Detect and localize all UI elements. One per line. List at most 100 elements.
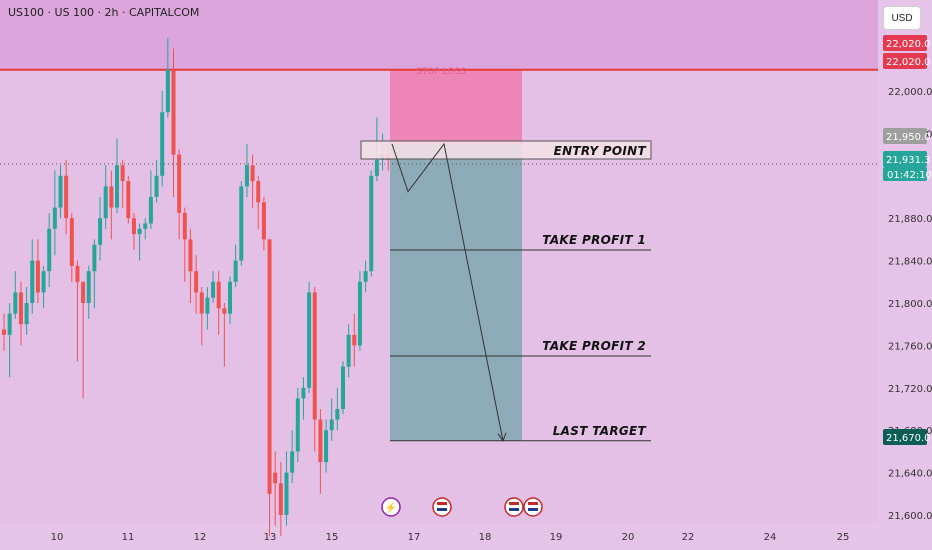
candle-body xyxy=(18,292,23,325)
last-target-label: LAST TARGET xyxy=(553,424,647,438)
us-flag-field xyxy=(528,508,538,511)
candle-body xyxy=(374,159,379,176)
y-tick-label: 21,720.0 xyxy=(888,384,932,395)
x-tick-label: 15 xyxy=(326,532,339,543)
candle-body xyxy=(290,451,295,473)
candle-body xyxy=(324,430,329,462)
x-tick-label: 18 xyxy=(479,532,492,543)
x-tick-label: 11 xyxy=(122,532,135,543)
candle-body xyxy=(312,292,317,420)
price-tag xyxy=(883,128,927,144)
x-tick-label: 25 xyxy=(837,532,850,543)
candle-body xyxy=(273,472,278,484)
candle-body xyxy=(284,472,289,515)
us-flag-field xyxy=(437,508,447,511)
candle-body xyxy=(256,181,261,203)
lightning-event-glyph: ⚡ xyxy=(385,501,397,514)
candle-body xyxy=(177,154,182,213)
candle-body xyxy=(86,271,91,303)
take-profit-1-label: TAKE PROFIT 1 xyxy=(542,233,646,247)
price-tag-label: 21,950.0 xyxy=(886,132,931,143)
candle-body xyxy=(307,292,312,388)
candle-body xyxy=(143,223,148,229)
x-tick-label: 22 xyxy=(682,532,695,543)
stop-loss-zone xyxy=(390,69,522,144)
y-tick-label: 22,000.0 xyxy=(888,87,932,98)
x-tick-label: 20 xyxy=(622,532,635,543)
candle-body xyxy=(35,260,40,293)
us-flag-field xyxy=(509,508,519,511)
candle-body xyxy=(329,419,334,431)
x-tick-label: 19 xyxy=(550,532,563,543)
candle-body xyxy=(103,186,108,219)
candle-body xyxy=(30,260,35,303)
candle-body xyxy=(171,69,176,155)
price-tag-label: 22,020.0 xyxy=(886,39,931,50)
candle-body xyxy=(278,483,283,515)
us-flag-stripe xyxy=(528,502,538,505)
candle-body xyxy=(267,239,272,494)
candle-body xyxy=(137,228,142,235)
entry-point-box xyxy=(360,140,652,160)
candle-body xyxy=(165,69,170,113)
price-tag xyxy=(883,151,927,167)
price-tag-label: 21,931.3 xyxy=(886,155,931,166)
y-tick-label: 21,880.0 xyxy=(888,214,932,225)
candle-body xyxy=(115,165,119,208)
candle-body xyxy=(52,207,57,229)
us-flag-stripe xyxy=(437,502,447,505)
x-tick-label: 10 xyxy=(51,532,64,543)
take-profit-zone xyxy=(390,144,522,441)
currency-button[interactable]: USD xyxy=(883,6,921,30)
upper-zone-band xyxy=(0,0,878,70)
candle-body xyxy=(148,197,153,224)
candle-body xyxy=(301,387,306,399)
candle-body xyxy=(120,165,125,182)
us-flag-event-icon xyxy=(432,497,452,517)
candle-body xyxy=(341,366,345,409)
price-tag-label: 22,020.0 xyxy=(886,57,931,68)
candle-body xyxy=(318,419,323,462)
candle-body xyxy=(250,165,255,182)
candle-body xyxy=(109,186,114,208)
us-flag-event-icon xyxy=(523,497,543,517)
candle-body xyxy=(81,281,86,303)
candle-body xyxy=(69,218,74,266)
candle-body xyxy=(13,292,18,314)
candle-body xyxy=(58,175,63,208)
x-tick-label: 17 xyxy=(408,532,421,543)
candle-body xyxy=(222,308,227,314)
candle-body xyxy=(216,281,221,309)
price-tag xyxy=(883,35,927,51)
candle-body xyxy=(47,228,52,272)
candle-body xyxy=(64,175,69,219)
candle-body xyxy=(2,329,6,335)
candle-body xyxy=(295,398,300,452)
price-tag-label: 21,670.0 xyxy=(886,433,931,444)
candle-body xyxy=(131,218,136,235)
time-axis-panel xyxy=(0,522,932,550)
candle-body xyxy=(211,281,216,298)
candle-body xyxy=(346,334,351,367)
price-tag xyxy=(883,429,927,445)
candle-body xyxy=(98,218,103,245)
candle-body xyxy=(24,303,29,325)
candle-body xyxy=(41,271,46,293)
candle-body xyxy=(239,186,244,261)
candle-body xyxy=(182,212,187,240)
y-tick-label: 21,760.0 xyxy=(888,341,932,352)
candle-body xyxy=(352,334,357,346)
candle-body xyxy=(369,175,374,272)
y-tick-label: 21,840.0 xyxy=(888,257,932,268)
candle-body xyxy=(7,313,12,335)
chart-title: US100 · US 100 · 2h · CAPITALCOM xyxy=(8,6,200,19)
candle-body xyxy=(228,281,232,314)
candle-body xyxy=(188,239,193,272)
us-flag-stripe xyxy=(509,502,519,505)
stop-loss-label: STOP LOSS xyxy=(416,67,466,77)
candle-body xyxy=(126,181,131,219)
candle-body xyxy=(261,202,266,240)
candle-body xyxy=(205,297,210,314)
